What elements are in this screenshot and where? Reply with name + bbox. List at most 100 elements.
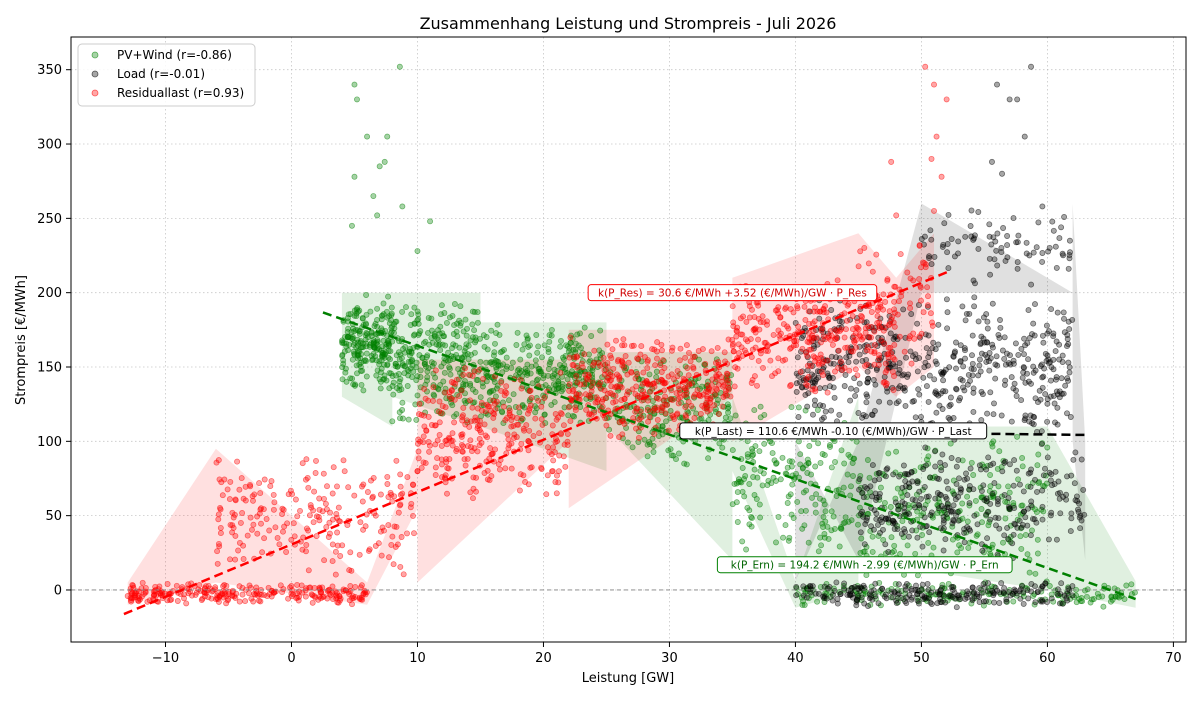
data-point [833, 334, 840, 341]
data-point [926, 350, 933, 357]
data-point [372, 512, 379, 519]
data-point [746, 521, 753, 528]
data-point [756, 501, 763, 508]
data-point [908, 311, 915, 317]
data-point [410, 482, 417, 488]
data-point [983, 311, 990, 318]
data-point [953, 480, 960, 487]
data-point [805, 308, 812, 315]
data-point [1068, 515, 1075, 522]
data-point [722, 390, 729, 397]
data-point [757, 514, 764, 521]
x-tick-label: 40 [787, 651, 804, 666]
data-point [463, 332, 470, 339]
data-point [1021, 133, 1028, 140]
data-point [242, 497, 249, 504]
data-point [1032, 395, 1039, 402]
data-point [1054, 404, 1061, 411]
data-point [646, 413, 653, 420]
data-point [467, 382, 474, 389]
data-point [616, 434, 623, 441]
data-point [474, 309, 481, 316]
data-point [918, 330, 925, 337]
data-point [804, 403, 811, 410]
data-point [1028, 580, 1035, 587]
data-point [777, 476, 784, 483]
data-point [395, 371, 402, 377]
data-point [876, 398, 883, 405]
data-point [676, 357, 683, 364]
data-point [968, 207, 975, 214]
data-point [462, 316, 469, 323]
data-point [365, 547, 372, 554]
data-point [487, 408, 494, 414]
data-point [474, 417, 481, 424]
data-point [256, 510, 263, 517]
data-point [635, 434, 642, 441]
data-point [493, 366, 500, 373]
data-point [1028, 63, 1034, 70]
data-point [442, 342, 449, 349]
data-point [575, 342, 582, 349]
data-point [357, 339, 364, 346]
data-point [683, 414, 689, 421]
data-point [805, 373, 812, 380]
data-point [905, 533, 912, 540]
data-point [557, 369, 564, 376]
data-point [909, 496, 916, 503]
data-point [893, 212, 900, 219]
data-point [249, 526, 255, 533]
data-point [730, 348, 737, 355]
data-point [420, 340, 427, 347]
data-point [1078, 456, 1085, 463]
data-point [821, 583, 828, 590]
data-point [263, 516, 270, 522]
data-point [974, 521, 981, 528]
data-point [327, 509, 333, 516]
data-point [510, 391, 517, 398]
data-point [1042, 391, 1049, 398]
data-point [853, 596, 860, 603]
data-point [699, 383, 705, 390]
data-point [920, 309, 927, 316]
data-point [953, 386, 960, 393]
data-point [975, 318, 982, 325]
data-point [586, 410, 593, 417]
data-point [1047, 377, 1054, 384]
data-point [854, 372, 861, 379]
data-point [967, 377, 973, 384]
data-point [939, 406, 946, 412]
data-point [558, 337, 564, 344]
data-point [357, 519, 364, 526]
data-point [760, 470, 767, 477]
data-point [342, 369, 349, 376]
data-point [970, 277, 977, 284]
data-point [932, 463, 939, 470]
data-point [541, 411, 548, 418]
data-point [786, 458, 793, 465]
data-point [216, 476, 223, 483]
data-point [509, 413, 516, 420]
data-point [400, 415, 406, 422]
data-point [1025, 595, 1032, 602]
data-point [404, 474, 411, 481]
data-point [1017, 533, 1024, 540]
data-point [413, 416, 420, 423]
data-point [424, 352, 431, 359]
data-point [1001, 491, 1008, 498]
data-point [708, 348, 715, 355]
data-point [906, 510, 913, 517]
data-point [893, 600, 900, 607]
data-point [519, 373, 525, 380]
data-point [904, 542, 911, 549]
data-point [650, 443, 657, 449]
data-point [488, 473, 495, 480]
data-point [478, 413, 484, 420]
data-point [587, 395, 594, 402]
data-point [276, 541, 283, 548]
data-point [828, 307, 835, 313]
data-point [947, 401, 954, 408]
data-point [1039, 516, 1046, 523]
data-point [1021, 364, 1027, 371]
data-point [597, 362, 604, 369]
